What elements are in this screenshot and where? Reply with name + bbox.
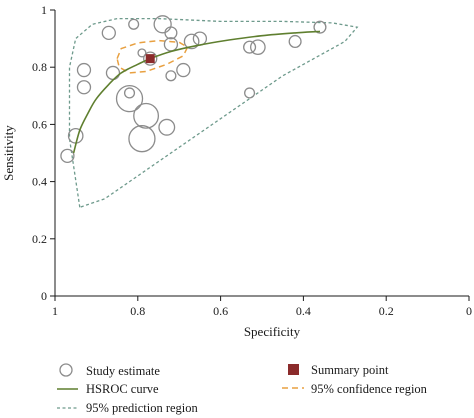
legend-summary-marker — [288, 364, 299, 375]
x-tick-label: 0.4 — [296, 304, 311, 318]
legend-prediction-label: 95% prediction region — [86, 401, 199, 415]
x-tick-label: 0.6 — [213, 304, 228, 318]
x-tick-label: 0.2 — [379, 304, 394, 318]
y-tick-label: 0.8 — [32, 60, 47, 74]
study-estimate-point — [67, 127, 84, 144]
legend-summary-label: Summary point — [311, 363, 389, 377]
y-tick-label: 0 — [41, 289, 47, 303]
x-tick-label: 0 — [466, 304, 472, 318]
study-estimate-point — [133, 102, 160, 129]
study-estimate-point — [163, 37, 179, 52]
confidence-region — [116, 39, 189, 74]
study-estimate-point — [243, 40, 257, 54]
y-tick-label: 0.4 — [32, 175, 47, 189]
x-tick-label: 0.8 — [130, 304, 145, 318]
ticks-layer: 1 0.8 0.6 0.4 0.2 0 0 0.2 0.4 0.6 0.8 1 — [32, 3, 472, 318]
legend-study-label: Study estimate — [86, 364, 160, 378]
study-estimate-point — [164, 26, 178, 40]
axes-layer — [54, 10, 469, 297]
y-axis-title: Sensitivity — [1, 125, 16, 181]
hsroc-curve-layer — [72, 30, 321, 154]
study-estimate-point — [158, 118, 176, 136]
study-estimate-point — [313, 20, 327, 34]
study-estimate-point — [101, 25, 116, 41]
hsroc-curve — [72, 30, 321, 154]
legend: Study estimate HSROC curve 95% predictio… — [57, 363, 428, 415]
y-tick-label: 1 — [41, 3, 47, 17]
summary-point — [145, 54, 155, 64]
study-estimate-point — [137, 48, 147, 58]
y-tick-label: 0.6 — [32, 117, 47, 131]
study-estimate-point — [105, 65, 121, 81]
summary-layer — [145, 54, 155, 64]
study-estimates-layer — [60, 15, 327, 164]
study-estimate-point — [183, 33, 200, 50]
study-estimate-point — [244, 87, 256, 99]
study-estimate-point — [250, 39, 266, 56]
study-estimate-point — [123, 87, 136, 99]
study-estimate-point — [143, 51, 158, 66]
y-tick-label: 0.2 — [32, 232, 47, 246]
study-estimate-point — [288, 34, 302, 49]
study-estimate-point — [60, 148, 75, 164]
study-estimate-point — [128, 18, 140, 30]
legend-study-marker — [59, 363, 73, 377]
prediction-region — [68, 17, 359, 209]
study-estimate-point — [165, 70, 177, 82]
study-estimate-point — [192, 31, 208, 46]
x-tick-label: 1 — [52, 304, 58, 318]
x-axis-title: Specificity — [244, 324, 301, 339]
study-estimate-point — [76, 62, 92, 78]
study-estimate-point — [153, 15, 172, 34]
legend-hsroc-label: HSROC curve — [86, 382, 159, 396]
study-estimate-point — [176, 62, 191, 78]
study-estimate-point — [128, 125, 156, 153]
legend-confidence-label: 95% confidence region — [311, 382, 428, 396]
regions-layer — [68, 17, 359, 209]
study-estimate-point — [115, 85, 144, 113]
study-estimate-point — [76, 80, 92, 95]
